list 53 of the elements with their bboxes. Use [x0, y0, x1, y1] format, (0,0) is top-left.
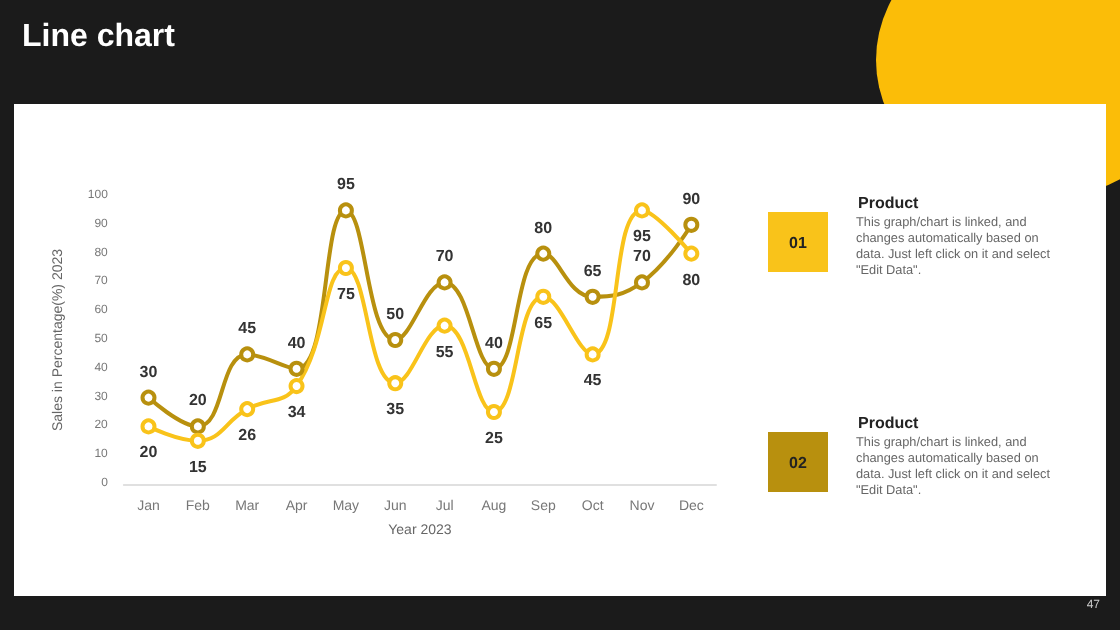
point — [633, 202, 650, 219]
data-label: 50 — [386, 305, 406, 323]
data-label: 35 — [386, 400, 406, 419]
point — [288, 378, 305, 395]
data-label: 95 — [336, 175, 356, 194]
point — [584, 288, 601, 305]
point — [683, 245, 700, 262]
data-label: 34 — [287, 403, 307, 422]
chart-title: Line chart — [22, 20, 175, 56]
data-label: 70 — [633, 247, 652, 266]
data-label: 20 — [139, 443, 159, 462]
point — [387, 375, 404, 392]
point — [584, 346, 601, 363]
data-label: 45 — [238, 319, 258, 338]
data-label: 75 — [336, 285, 356, 303]
data-label: 55 — [435, 342, 455, 361]
point — [683, 216, 700, 233]
point — [239, 346, 256, 363]
data-label: 20 — [188, 391, 208, 410]
data-label: 65 — [583, 261, 603, 280]
point — [535, 288, 552, 305]
point — [436, 317, 453, 334]
data-label: 40 — [485, 333, 504, 352]
data-label: 65 — [534, 313, 554, 332]
data-label: 40 — [287, 333, 307, 352]
point — [140, 389, 157, 406]
point — [535, 245, 552, 262]
data-label: 30 — [139, 362, 159, 381]
data-label: 25 — [485, 429, 504, 447]
data-label: 26 — [238, 426, 258, 445]
data-label: 95 — [633, 227, 652, 246]
point — [189, 432, 206, 449]
point — [189, 418, 206, 435]
text: Product — [858, 194, 919, 212]
point — [633, 274, 650, 291]
text: 01 — [768, 212, 828, 272]
point — [288, 360, 305, 377]
point — [239, 401, 256, 418]
data-label: 70 — [435, 247, 455, 266]
data-label: 80 — [682, 270, 702, 289]
data-label: 45 — [583, 371, 603, 390]
text: 02 — [768, 432, 828, 492]
point — [140, 418, 157, 435]
point — [485, 404, 502, 420]
point — [337, 202, 354, 219]
text: Product — [858, 414, 919, 432]
point — [436, 274, 453, 291]
data-label: 15 — [188, 457, 208, 476]
point — [387, 332, 404, 348]
data-label: 80 — [534, 218, 554, 237]
data-label: 90 — [682, 189, 702, 208]
point — [337, 260, 354, 276]
point — [485, 360, 502, 377]
